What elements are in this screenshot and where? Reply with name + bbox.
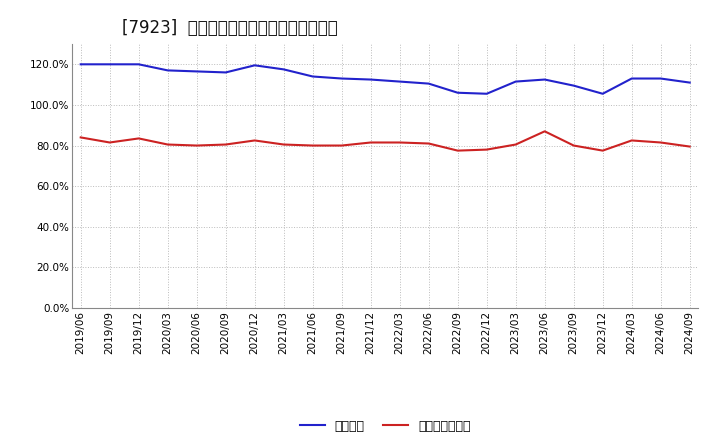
固定比率 bbox=[541, 77, 549, 82]
固定長期適合率 bbox=[570, 143, 578, 148]
固定比率 bbox=[657, 76, 665, 81]
固定比率 bbox=[163, 68, 172, 73]
固定長期適合率 bbox=[366, 140, 375, 145]
固定比率 bbox=[105, 62, 114, 67]
固定長期適合率 bbox=[338, 143, 346, 148]
固定長期適合率 bbox=[424, 141, 433, 146]
固定長期適合率 bbox=[251, 138, 259, 143]
固定長期適合率 bbox=[511, 142, 520, 147]
固定比率 bbox=[308, 74, 317, 79]
固定長期適合率 bbox=[308, 143, 317, 148]
固定比率 bbox=[570, 83, 578, 88]
固定比率 bbox=[366, 77, 375, 82]
固定長期適合率 bbox=[279, 142, 288, 147]
Legend: 固定比率, 固定長期適合率: 固定比率, 固定長期適合率 bbox=[294, 414, 476, 437]
固定比率 bbox=[338, 76, 346, 81]
固定長期適合率 bbox=[685, 144, 694, 149]
固定比率 bbox=[685, 80, 694, 85]
固定長期適合率 bbox=[105, 140, 114, 145]
固定長期適合率 bbox=[163, 142, 172, 147]
固定長期適合率 bbox=[395, 140, 404, 145]
固定長期適合率 bbox=[454, 148, 462, 153]
固定比率 bbox=[395, 79, 404, 84]
固定長期適合率 bbox=[135, 136, 143, 141]
固定比率 bbox=[482, 91, 491, 96]
固定長期適合率 bbox=[482, 147, 491, 152]
固定比率 bbox=[192, 69, 201, 74]
Text: [7923]  固定比率、固定長期適合率の推移: [7923] 固定比率、固定長期適合率の推移 bbox=[122, 19, 338, 37]
固定比率 bbox=[511, 79, 520, 84]
固定長期適合率 bbox=[598, 148, 607, 153]
固定比率 bbox=[627, 76, 636, 81]
固定比率 bbox=[76, 62, 85, 67]
固定長期適合率 bbox=[657, 140, 665, 145]
固定長期適合率 bbox=[221, 142, 230, 147]
Line: 固定比率: 固定比率 bbox=[81, 64, 690, 94]
固定長期適合率 bbox=[192, 143, 201, 148]
固定比率 bbox=[251, 62, 259, 68]
固定比率 bbox=[135, 62, 143, 67]
固定長期適合率 bbox=[76, 135, 85, 140]
固定比率 bbox=[221, 70, 230, 75]
Line: 固定長期適合率: 固定長期適合率 bbox=[81, 131, 690, 150]
固定長期適合率 bbox=[627, 138, 636, 143]
固定比率 bbox=[598, 91, 607, 96]
固定比率 bbox=[279, 67, 288, 72]
固定比率 bbox=[424, 81, 433, 86]
固定長期適合率 bbox=[541, 128, 549, 134]
固定比率 bbox=[454, 90, 462, 95]
